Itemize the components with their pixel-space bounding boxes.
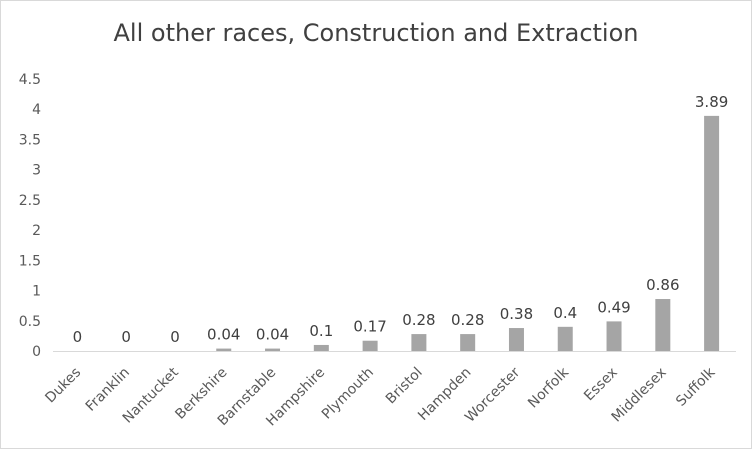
y-tick-label: 2 — [32, 223, 41, 239]
bar — [704, 115, 720, 351]
y-tick-label: 4.5 — [19, 72, 41, 88]
data-label: 0.28 — [451, 311, 484, 329]
y-axis: 0 0.5 1 1.5 2 2.5 3 3.5 4 4.5 — [19, 72, 41, 360]
bar — [362, 340, 378, 351]
data-label: 0.04 — [256, 326, 289, 344]
y-tick-label: 0 — [32, 344, 41, 360]
x-tick-label: Suffolk — [673, 364, 719, 410]
y-tick-label: 1 — [32, 284, 41, 300]
chart-title: All other races, Construction and Extrac… — [113, 19, 639, 47]
x-tick-label: Franklin — [83, 365, 133, 415]
x-tick-label: Dukes — [42, 365, 84, 407]
bars — [216, 115, 720, 351]
bar — [460, 334, 476, 351]
x-tick-label: Norfolk — [525, 364, 573, 412]
y-tick-label: 3 — [32, 163, 41, 179]
y-tick-label: 2.5 — [19, 193, 41, 209]
bar — [508, 328, 524, 351]
x-tick-label: Essex — [581, 365, 621, 405]
x-tick-label: Bristol — [383, 365, 426, 408]
bar — [606, 321, 622, 351]
y-tick-label: 3.5 — [19, 132, 41, 148]
bar — [313, 344, 329, 351]
data-label: 0.04 — [207, 326, 240, 344]
bar — [216, 348, 232, 351]
data-label: 0.49 — [597, 298, 630, 316]
data-label: 0.38 — [500, 305, 533, 323]
data-label: 3.89 — [695, 93, 728, 111]
bar — [655, 299, 671, 351]
data-label: 0 — [73, 328, 83, 346]
data-label: 0.1 — [309, 322, 333, 340]
y-tick-label: 1.5 — [19, 253, 41, 269]
data-label: 0 — [170, 328, 180, 346]
data-label: 0.17 — [353, 318, 386, 336]
bar — [265, 348, 281, 351]
y-tick-label: 4 — [32, 102, 41, 118]
y-tick-label: 0.5 — [19, 314, 41, 330]
data-label: 0.86 — [646, 276, 679, 294]
bar — [411, 334, 427, 351]
data-labels: 0 0 0 0.04 0.04 0.1 0.17 0.28 0.28 0.38 0.4 0.49 0.8… — [73, 93, 729, 346]
data-label: 0 — [121, 328, 131, 346]
data-label: 0.4 — [553, 304, 577, 322]
bar — [557, 326, 573, 351]
x-axis: DukesFranklinNantucketBerkshireBarnstabl… — [42, 351, 736, 429]
data-label: 0.28 — [402, 311, 435, 329]
x-tick-label: Plymouth — [319, 365, 377, 423]
